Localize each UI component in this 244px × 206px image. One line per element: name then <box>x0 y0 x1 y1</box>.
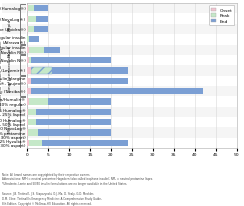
Bar <box>27 68 128 74</box>
Bar <box>2 97 26 107</box>
Bar <box>27 58 29 64</box>
Bar <box>27 130 111 136</box>
Bar <box>27 25 237 35</box>
Bar <box>27 89 203 95</box>
Bar <box>27 97 237 107</box>
Bar <box>27 130 28 136</box>
Bar <box>2 66 26 76</box>
Bar <box>27 119 111 126</box>
Bar <box>2 14 26 25</box>
Bar <box>29 47 44 54</box>
Bar <box>27 128 237 138</box>
Bar <box>27 117 237 128</box>
Bar <box>2 138 26 148</box>
Bar <box>2 76 26 87</box>
Text: Mixtures: Mixtures <box>7 113 11 132</box>
Bar <box>27 58 111 64</box>
Text: Long: Long <box>7 81 11 92</box>
Bar <box>27 99 111 105</box>
Bar <box>28 16 36 23</box>
Bar <box>27 47 29 54</box>
Bar <box>27 37 29 43</box>
Bar <box>27 87 237 97</box>
Bar <box>2 35 26 45</box>
Bar <box>27 138 237 148</box>
Text: Note: All brand names are copyrighted by their respective owners.
Abbreviations:: Note: All brand names are copyrighted by… <box>2 172 153 205</box>
Bar <box>27 68 31 74</box>
Bar <box>27 119 28 126</box>
Bar <box>28 109 36 115</box>
Bar <box>27 45 237 56</box>
Bar <box>27 14 237 25</box>
Bar <box>27 109 28 115</box>
Text: Category of Insulin or Analogue: Category of Insulin or Analogue <box>0 42 3 111</box>
Bar <box>27 107 237 117</box>
Bar <box>27 140 128 146</box>
Bar <box>27 140 29 146</box>
Bar <box>27 16 28 23</box>
Bar <box>27 78 31 84</box>
Bar <box>2 25 26 35</box>
Bar <box>27 89 31 95</box>
Bar <box>27 27 48 33</box>
Bar <box>27 27 28 33</box>
Bar <box>27 37 40 43</box>
Bar <box>27 6 48 12</box>
Bar <box>27 4 237 14</box>
Bar <box>28 119 36 126</box>
Bar <box>2 87 26 97</box>
Bar <box>27 78 128 84</box>
Text: Intermediate: Intermediate <box>7 52 11 80</box>
Bar <box>27 35 237 45</box>
Bar <box>27 66 237 76</box>
Bar <box>27 6 28 12</box>
Bar <box>27 76 237 87</box>
Bar <box>27 47 61 54</box>
Legend: Onset, Peak, End: Onset, Peak, End <box>209 6 234 26</box>
Bar <box>31 68 52 74</box>
Bar <box>29 99 48 105</box>
Text: Rapid: Rapid <box>7 19 11 31</box>
Bar <box>28 6 34 12</box>
Text: Short: Short <box>7 45 11 56</box>
Bar <box>2 4 26 14</box>
Bar <box>27 109 111 115</box>
Bar <box>27 56 237 66</box>
Bar <box>2 107 26 117</box>
Bar <box>29 140 41 146</box>
Bar <box>27 16 48 23</box>
Bar <box>2 45 26 56</box>
Bar <box>2 117 26 128</box>
Bar <box>2 56 26 66</box>
Bar <box>28 130 39 136</box>
Bar <box>2 128 26 138</box>
Bar <box>27 99 29 105</box>
Bar <box>28 27 34 33</box>
Bar <box>29 58 31 64</box>
